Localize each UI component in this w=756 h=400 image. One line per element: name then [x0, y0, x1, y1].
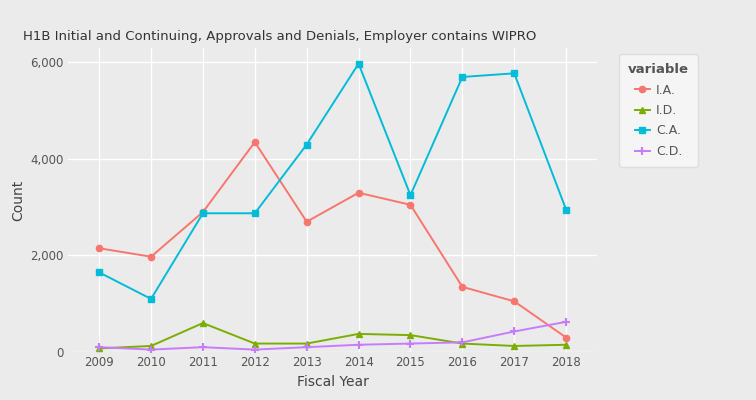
C.D.	[458, 340, 467, 345]
I.D.	[354, 332, 363, 336]
I.D.	[406, 333, 415, 338]
I.A.	[354, 190, 363, 195]
C.A.	[94, 270, 104, 275]
I.D.	[510, 344, 519, 348]
C.D.	[198, 345, 207, 350]
I.A.	[458, 284, 467, 289]
I.A.	[510, 299, 519, 304]
Line: I.A.: I.A.	[96, 139, 569, 341]
C.D.	[302, 345, 311, 350]
C.A.	[510, 71, 519, 76]
C.D.	[94, 345, 104, 350]
Line: C.D.: C.D.	[95, 318, 570, 354]
C.D.	[354, 342, 363, 347]
C.A.	[250, 211, 259, 216]
C.A.	[458, 74, 467, 79]
I.D.	[458, 341, 467, 346]
C.A.	[198, 211, 207, 216]
Text: H1B Initial and Continuing, Approvals and Denials, Employer contains WIPRO: H1B Initial and Continuing, Approvals an…	[23, 30, 537, 43]
I.A.	[250, 140, 259, 144]
Line: C.A.: C.A.	[96, 60, 569, 302]
C.A.	[147, 296, 156, 301]
I.A.	[147, 254, 156, 259]
C.D.	[406, 341, 415, 346]
I.A.	[94, 246, 104, 251]
C.A.	[406, 193, 415, 198]
I.A.	[406, 202, 415, 207]
C.A.	[562, 207, 571, 212]
I.D.	[147, 344, 156, 348]
I.D.	[94, 346, 104, 351]
C.D.	[147, 347, 156, 352]
C.D.	[562, 320, 571, 324]
I.D.	[302, 341, 311, 346]
C.D.	[250, 347, 259, 352]
I.D.	[250, 341, 259, 346]
I.D.	[562, 342, 571, 347]
X-axis label: Fiscal Year: Fiscal Year	[296, 375, 369, 389]
I.A.	[302, 219, 311, 224]
Legend: I.A., I.D., C.A., C.D.: I.A., I.D., C.A., C.D.	[619, 54, 698, 167]
C.D.	[510, 329, 519, 334]
C.A.	[354, 61, 363, 66]
Y-axis label: Count: Count	[11, 179, 25, 221]
I.A.	[562, 335, 571, 340]
C.A.	[302, 142, 311, 147]
I.D.	[198, 321, 207, 326]
Line: I.D.: I.D.	[96, 320, 569, 352]
I.A.	[198, 210, 207, 214]
